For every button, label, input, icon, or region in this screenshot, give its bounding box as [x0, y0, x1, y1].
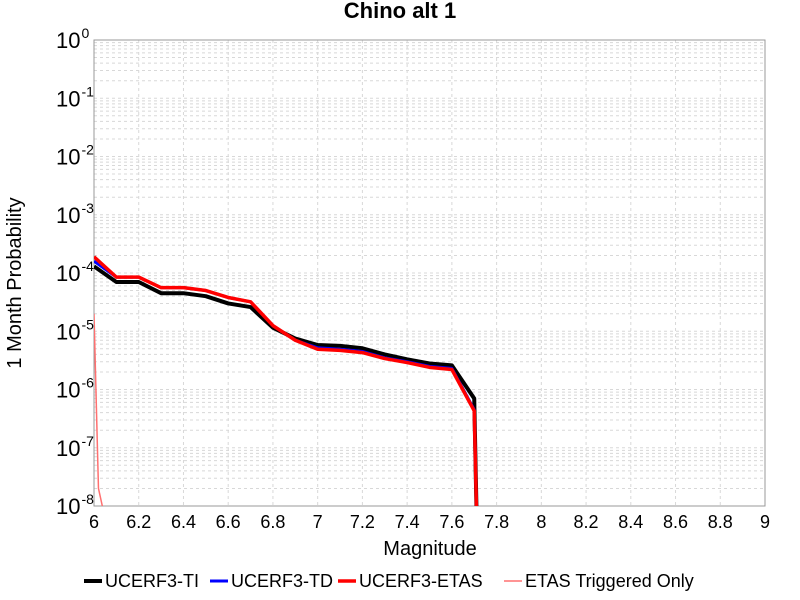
x-tick-labels: 6 6.2 6.4 6.6 6.8 7 7.2 7.4 7.6 7.8 8 8.2 8.4 8.6 8.8 9	[89, 512, 770, 532]
x-tick-label: 6.4	[171, 512, 196, 532]
y-tick-label: 10-2	[56, 142, 94, 170]
y-tick-label: 10-7	[56, 433, 94, 461]
y-tick-labels: 100 10-1 10-2 10-3 10-4 10-5 10-6 10-7 10-8	[56, 25, 94, 519]
plot-area	[93, 39, 766, 507]
x-tick-label: 7.6	[439, 512, 464, 532]
grid-lines	[93, 40, 766, 507]
x-axis-label: Magnitude	[383, 538, 476, 560]
x-tick-label: 6.6	[216, 512, 241, 532]
x-tick-label: 7.2	[350, 512, 375, 532]
x-tick-label: 8.8	[708, 512, 733, 532]
series-line-0	[94, 264, 479, 506]
legend-label: UCERF3-TD	[231, 571, 333, 591]
legend: UCERF3-TI UCERF3-TD UCERF3-ETAS ETAS Trigge…	[84, 571, 694, 591]
x-tick-label: 7.4	[395, 512, 420, 532]
y-axis-label: 1 Month Probability	[4, 197, 26, 368]
x-tick-label: 6.2	[126, 512, 151, 532]
legend-label: UCERF3-ETAS	[359, 571, 483, 591]
y-tick-label: 10-6	[56, 375, 94, 403]
x-tick-label: 8	[536, 512, 546, 532]
legend-label: UCERF3-TI	[105, 571, 199, 591]
x-tick-label: 8.6	[663, 512, 688, 532]
series-line-1	[94, 259, 478, 506]
x-tick-label: 8.2	[574, 512, 599, 532]
chart-title: Chino alt 1	[344, 0, 456, 23]
y-tick-label: 100	[56, 25, 89, 53]
y-tick-label: 10-3	[56, 200, 94, 228]
x-tick-label: 9	[760, 512, 770, 532]
x-tick-label: 6	[89, 512, 99, 532]
x-tick-label: 7	[313, 512, 323, 532]
series-line-2	[94, 255, 479, 506]
x-tick-label: 6.8	[260, 512, 285, 532]
series-lines	[94, 255, 479, 506]
series-line-3	[94, 313, 104, 506]
x-tick-label: 7.8	[484, 512, 509, 532]
x-tick-label: 8.4	[618, 512, 643, 532]
y-tick-label: 10-1	[56, 83, 94, 111]
legend-label: ETAS Triggered Only	[525, 571, 694, 591]
y-tick-label: 10-5	[56, 316, 94, 344]
y-tick-label: 10-8	[56, 491, 94, 519]
y-tick-label: 10-4	[56, 258, 94, 286]
